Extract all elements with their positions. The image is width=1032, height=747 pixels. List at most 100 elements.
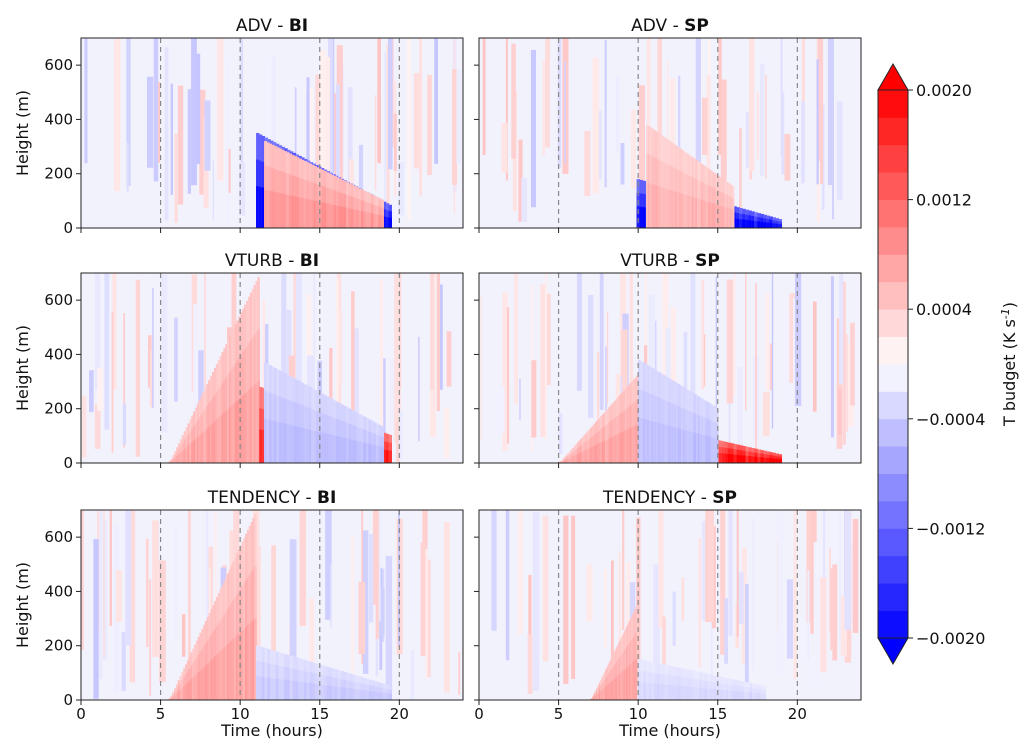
feature-band (603, 687, 606, 700)
field-streak (662, 616, 667, 699)
field-streak (199, 89, 206, 195)
feature-band (375, 214, 380, 228)
field-streak (394, 274, 401, 422)
feature-band (172, 696, 175, 700)
feature-band (778, 224, 783, 228)
field-streak (208, 546, 214, 647)
field-streak (739, 116, 746, 228)
feature-band (374, 691, 378, 700)
field-streak (181, 614, 186, 657)
feature-band (715, 689, 719, 700)
field-streak (97, 367, 103, 411)
feature-band (742, 455, 747, 463)
field-streak (564, 60, 566, 164)
field-streak (665, 327, 671, 420)
field-streak (830, 568, 834, 651)
feature-band (706, 435, 709, 463)
feature-band (378, 446, 382, 463)
field-streak (807, 570, 810, 661)
field-streak (563, 515, 569, 684)
field-streak (174, 317, 178, 402)
feature-band (686, 195, 689, 228)
feature-band (664, 684, 668, 700)
field-streak (388, 38, 393, 170)
feature-band (234, 402, 238, 463)
field-streak (271, 56, 277, 163)
field-streak (444, 521, 450, 693)
field-streak (430, 273, 434, 390)
colorbar-level (878, 254, 908, 283)
feature-band (353, 440, 357, 463)
field-streak (129, 510, 136, 683)
field-streak (339, 309, 343, 385)
feature-band (213, 421, 217, 463)
field-streak (293, 273, 298, 396)
field-streak (701, 97, 708, 156)
feature-band (283, 423, 288, 463)
feature-band (739, 455, 744, 463)
field-streak (544, 273, 547, 441)
feature-band (739, 219, 743, 228)
feature-band (772, 223, 776, 228)
field-streak (170, 83, 173, 195)
field-streak (153, 38, 159, 182)
feature-band (654, 683, 658, 700)
field-streak (648, 294, 656, 405)
y-tick-label: 200 (44, 637, 73, 655)
feature-band (742, 219, 746, 228)
feature-band (346, 688, 350, 700)
feature-band (696, 433, 699, 463)
panel-title-prefix: ADV - (631, 16, 684, 36)
feature-band (309, 683, 314, 700)
feature-band (618, 433, 621, 463)
panel-title-prefix: VTURB - (225, 251, 300, 271)
feature-band (276, 192, 280, 228)
feature-band (613, 435, 616, 463)
field-streak (109, 510, 112, 627)
feature-band (634, 659, 637, 700)
feature-band (323, 685, 328, 700)
feature-band (605, 440, 608, 463)
field-streak (701, 521, 708, 621)
feature-band (775, 458, 780, 463)
field-streak (352, 328, 359, 426)
feature-band (623, 430, 626, 463)
feature-band (709, 688, 714, 700)
feature-band (614, 435, 618, 463)
field-streak (126, 142, 129, 192)
feature-band (303, 682, 308, 700)
field-streak (531, 360, 537, 438)
feature-band (625, 667, 628, 700)
field-streak (744, 583, 749, 699)
feature-band (772, 458, 777, 463)
feature-band (205, 665, 208, 700)
panel-frame (478, 272, 862, 464)
feature-band (361, 442, 365, 463)
colorbar-tick-label: −0.0020 (916, 629, 985, 648)
feature-band (656, 683, 660, 700)
feature-band (316, 201, 320, 228)
feature-band (189, 443, 192, 463)
field-streak (521, 177, 528, 223)
feature-band (368, 691, 373, 700)
feature-band (601, 689, 604, 700)
feature-band (206, 663, 210, 700)
feature-band (248, 623, 252, 700)
feature-band (639, 418, 643, 463)
feature-band (656, 422, 659, 463)
panel-vturb-bi: VTURB - BI 0 200 400 600 Height (m) (13, 251, 464, 472)
field-streak (262, 300, 266, 434)
feature-band (570, 457, 573, 463)
colorbar-level (878, 610, 908, 639)
feature-band (636, 424, 639, 463)
feature-band (638, 682, 642, 700)
field-streak (681, 577, 685, 621)
feature-band (244, 393, 247, 463)
field-streak (621, 329, 628, 420)
feature-band (212, 658, 215, 700)
field-streak (545, 293, 551, 386)
feature-band (321, 432, 325, 463)
feature-band (258, 676, 263, 700)
field-streak (786, 579, 793, 659)
feature-band (253, 384, 257, 463)
